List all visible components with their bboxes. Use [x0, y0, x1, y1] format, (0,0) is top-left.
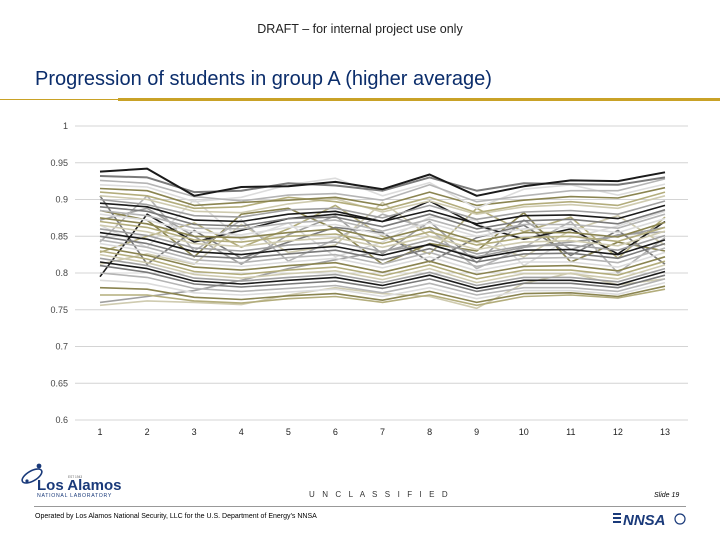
series-line [99, 242, 666, 272]
series-line [99, 235, 666, 263]
x-tick-label: 7 [380, 427, 385, 437]
logo-subtitle: NATIONAL LABORATORY [37, 493, 112, 499]
nnsa-logo: NNSA [613, 512, 686, 529]
series-line [99, 167, 666, 197]
x-tick-label: 2 [145, 427, 150, 437]
logo-established: EST 1943 [68, 475, 82, 479]
x-tick-label: 1 [97, 427, 102, 437]
series-line [99, 213, 666, 238]
title-underline-thin [0, 99, 118, 100]
footer-divider [34, 506, 686, 507]
x-tick-label: 8 [427, 427, 432, 437]
x-tick-label: 12 [613, 427, 623, 437]
y-tick-label: 0.65 [50, 378, 68, 388]
series-line [99, 209, 666, 234]
series-line [99, 257, 666, 287]
series-line [99, 195, 666, 265]
series-line [99, 198, 666, 267]
series-line [99, 186, 666, 207]
los-alamos-logo: Los Alamos NATIONAL LABORATORY EST 1943 [21, 463, 121, 499]
y-tick-label: 0.8 [55, 268, 68, 278]
series-line [99, 231, 666, 260]
y-tick-label: 0.7 [55, 342, 68, 352]
series-lines [99, 167, 666, 310]
x-tick-label: 4 [239, 427, 244, 437]
x-tick-label: 6 [333, 427, 338, 437]
x-tick-labels: 1 2 3 4 5 6 7 8 9 10 11 12 13 [97, 427, 670, 437]
series-line [99, 246, 666, 276]
x-tick-label: 5 [286, 427, 291, 437]
y-tick-label: 1 [63, 121, 68, 131]
operated-by-text: Operated by Los Alamos National Security… [35, 513, 317, 520]
series-line [99, 191, 666, 214]
slide-number: Slide 19 [654, 492, 680, 499]
series-line [99, 217, 666, 243]
draft-notice: DRAFT – for internal project use only [257, 22, 463, 36]
slide-title: Progression of students in group A (high… [35, 68, 492, 90]
series-line [99, 220, 666, 246]
series-line [99, 204, 666, 260]
nnsa-wordmark: NNSA [623, 512, 666, 529]
series-line [99, 264, 666, 293]
series-line [99, 239, 666, 268]
series-line [99, 175, 666, 194]
series-line [99, 228, 666, 255]
series-line [99, 195, 666, 215]
y-tick-labels: 1 0.95 0.9 0.85 0.8 0.75 0.7 0.65 0.6 [50, 121, 68, 425]
y-tick-label: 0.85 [50, 231, 68, 241]
series-line [99, 261, 666, 290]
x-tick-label: 9 [474, 427, 479, 437]
x-tick-label: 3 [192, 427, 197, 437]
x-tick-label: 11 [566, 427, 575, 437]
classification-label: U N C L A S S I F I E D [309, 490, 451, 499]
series-line [99, 202, 666, 225]
series-line [99, 250, 666, 280]
series-line [99, 224, 666, 251]
y-tick-label: 0.75 [50, 305, 68, 315]
logo-wordmark: Los Alamos [37, 477, 121, 494]
series-line [99, 272, 666, 296]
series-line [100, 288, 666, 307]
series-line [99, 206, 666, 230]
atom-icon [21, 463, 43, 484]
series-line [99, 253, 666, 284]
series-line [99, 279, 666, 300]
title-underline [118, 98, 720, 101]
y-tick-label: 0.9 [55, 195, 68, 205]
x-tick-label: 13 [660, 427, 670, 437]
series-line [99, 285, 666, 304]
y-tick-label: 0.6 [55, 415, 68, 425]
series-line [99, 198, 666, 221]
x-tick-label: 10 [519, 427, 529, 437]
y-tick-label: 0.95 [50, 158, 68, 168]
seal-icon [674, 513, 686, 525]
